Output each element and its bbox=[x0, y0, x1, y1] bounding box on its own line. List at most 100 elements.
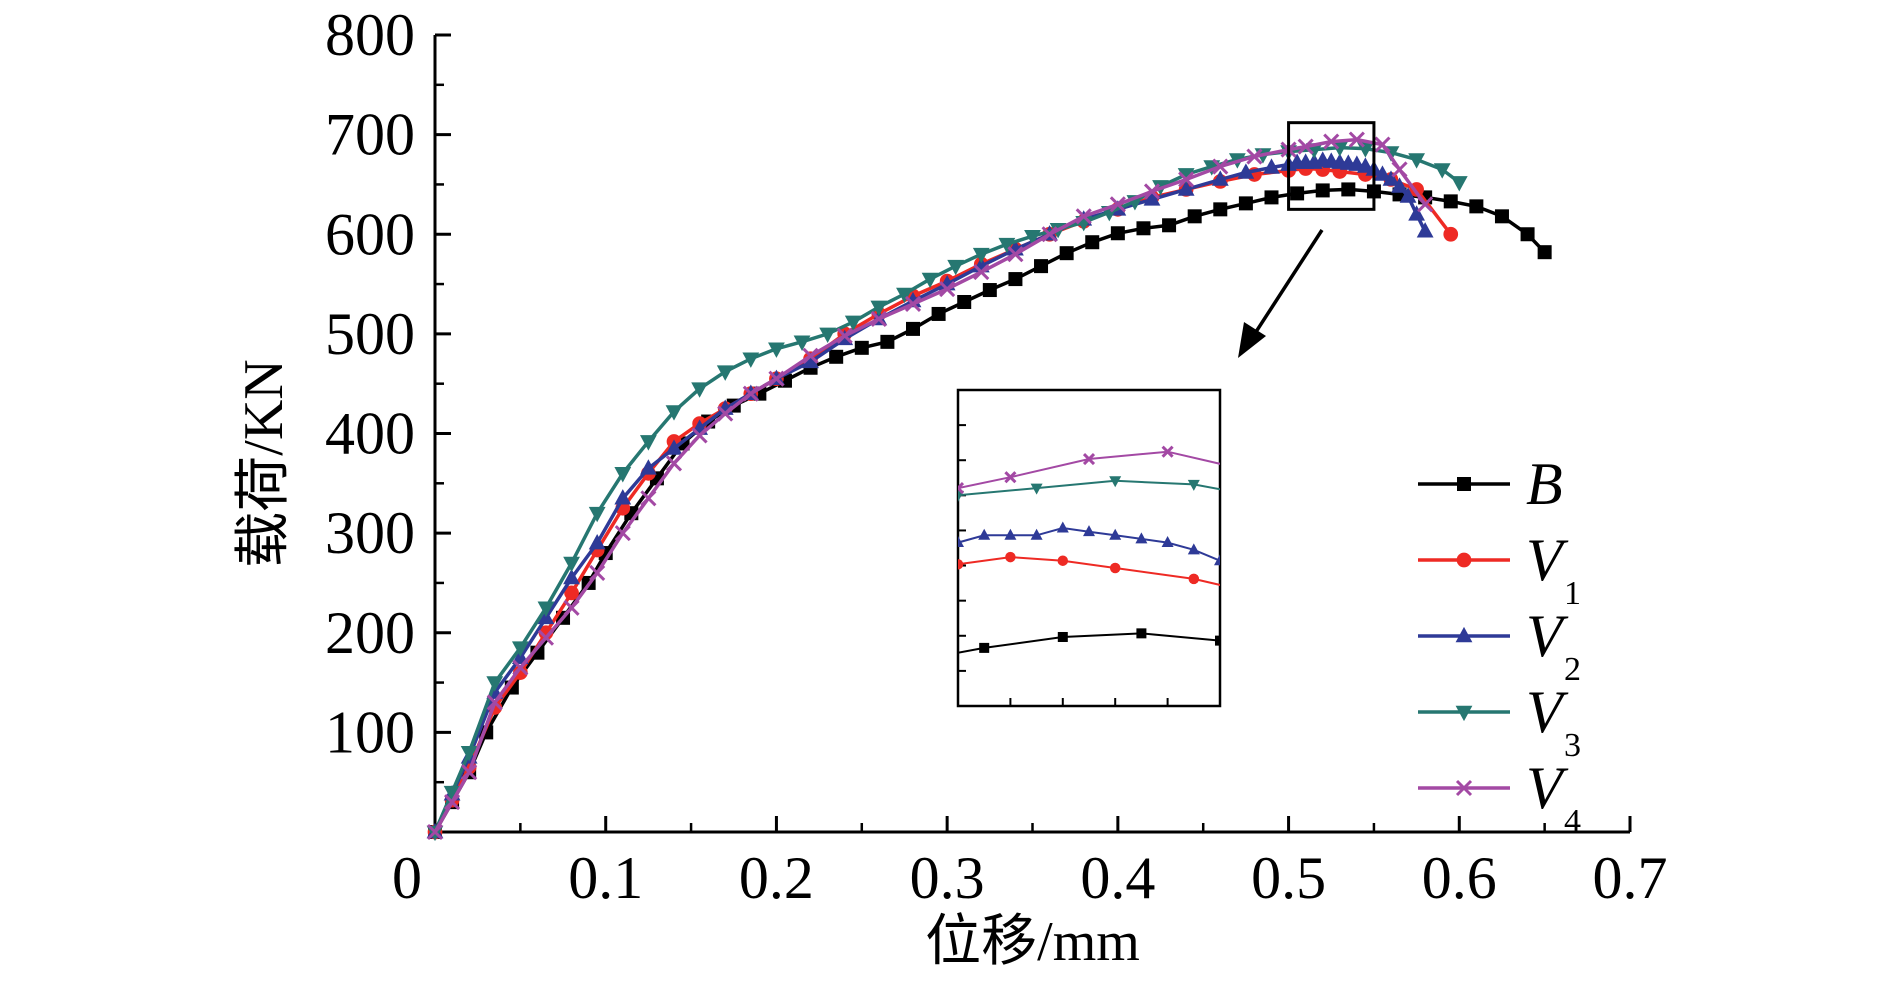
data-point bbox=[1162, 218, 1177, 233]
data-point bbox=[1211, 170, 1229, 186]
data-point bbox=[1057, 555, 1069, 566]
data-point bbox=[1177, 180, 1195, 196]
data-point bbox=[1188, 573, 1200, 585]
data-point bbox=[1263, 158, 1280, 174]
data-point bbox=[486, 694, 503, 711]
x-tick-label: 0.7 bbox=[1593, 845, 1668, 911]
data-point bbox=[1399, 187, 1417, 203]
data-point bbox=[665, 405, 683, 421]
data-point bbox=[563, 556, 580, 573]
inset-series-B bbox=[958, 628, 1220, 654]
data-point bbox=[1030, 528, 1043, 540]
data-point bbox=[1455, 705, 1473, 722]
data-point bbox=[1187, 479, 1200, 491]
inset-series-V3 bbox=[958, 476, 1220, 502]
data-point bbox=[979, 642, 990, 653]
data-point bbox=[973, 264, 990, 281]
data-point bbox=[1348, 131, 1365, 148]
legend-label-sub: 2 bbox=[1564, 651, 1581, 688]
data-point bbox=[639, 459, 657, 475]
data-point bbox=[1030, 483, 1043, 495]
data-point bbox=[978, 528, 991, 540]
data-point bbox=[1109, 562, 1121, 574]
data-point bbox=[1177, 168, 1195, 184]
data-point bbox=[947, 259, 965, 276]
inset-frame bbox=[956, 388, 1222, 708]
data-point bbox=[1382, 170, 1400, 186]
series-line bbox=[433, 137, 1427, 833]
series-line bbox=[433, 187, 1546, 833]
y-tick-label: 400 bbox=[325, 401, 415, 467]
data-point bbox=[829, 349, 844, 364]
data-point bbox=[691, 382, 709, 398]
data-point bbox=[1136, 628, 1147, 639]
y-tick-label: 100 bbox=[325, 699, 415, 765]
x-tick-label: 0.2 bbox=[739, 845, 814, 911]
y-axis-title: 载荷/KN bbox=[233, 359, 295, 567]
series-V2 bbox=[426, 151, 1434, 839]
data-point bbox=[1004, 528, 1017, 540]
data-point bbox=[717, 405, 734, 422]
data-point bbox=[998, 237, 1016, 254]
data-point bbox=[1246, 148, 1263, 165]
data-point bbox=[1408, 153, 1426, 169]
inset-chart bbox=[956, 388, 1222, 708]
data-point bbox=[854, 340, 869, 355]
data-point bbox=[1178, 171, 1195, 188]
series-V4 bbox=[426, 131, 1434, 841]
y-tick-label: 500 bbox=[325, 301, 415, 367]
legend-item: V1 bbox=[1418, 527, 1581, 612]
data-point bbox=[444, 794, 461, 811]
data-point bbox=[1456, 552, 1472, 568]
y-tick-label: 600 bbox=[325, 201, 415, 267]
y-tick-label: 700 bbox=[325, 102, 415, 168]
data-point bbox=[1315, 183, 1330, 198]
data-point bbox=[904, 295, 922, 313]
data-point bbox=[1494, 209, 1509, 224]
data-point bbox=[426, 823, 444, 841]
legend-item: V3 bbox=[1418, 679, 1581, 764]
data-point bbox=[1341, 182, 1356, 197]
data-point bbox=[691, 427, 708, 444]
legend-item: V2 bbox=[1418, 603, 1581, 688]
data-point bbox=[563, 599, 580, 616]
data-point bbox=[1520, 227, 1535, 242]
arrow-shaft bbox=[1250, 229, 1324, 339]
data-point bbox=[958, 559, 964, 570]
data-point bbox=[640, 490, 657, 507]
x-tick-label: 0.5 bbox=[1251, 845, 1326, 911]
data-point bbox=[1004, 471, 1017, 484]
data-point bbox=[1433, 163, 1451, 179]
data-point bbox=[1537, 245, 1552, 260]
series-line bbox=[433, 158, 1427, 833]
y-tick-label: 300 bbox=[325, 500, 415, 566]
data-point bbox=[1024, 229, 1041, 246]
series-layer bbox=[426, 131, 1552, 842]
x-tick-label: 0.6 bbox=[1422, 845, 1497, 911]
data-point bbox=[1374, 136, 1391, 153]
data-point bbox=[665, 455, 683, 472]
x-tick-label: 0.1 bbox=[568, 845, 643, 911]
data-point bbox=[958, 482, 965, 495]
data-point bbox=[844, 315, 862, 332]
data-point bbox=[588, 533, 606, 550]
data-point bbox=[461, 764, 478, 781]
inset-series-line bbox=[958, 479, 1220, 497]
inset-series bbox=[958, 445, 1220, 654]
data-point bbox=[537, 629, 555, 646]
data-point bbox=[931, 306, 946, 321]
legend-item: B bbox=[1418, 451, 1563, 517]
data-point bbox=[1041, 226, 1058, 243]
data-point bbox=[1109, 196, 1126, 213]
data-point bbox=[460, 746, 478, 762]
x-tick-label: 0.3 bbox=[910, 845, 985, 911]
data-point bbox=[1161, 536, 1174, 548]
data-point bbox=[1416, 222, 1434, 238]
inset-series-V1 bbox=[958, 551, 1220, 586]
data-point bbox=[793, 335, 811, 351]
data-point bbox=[1391, 177, 1408, 193]
data-point bbox=[1109, 528, 1122, 540]
data-point bbox=[589, 564, 606, 582]
data-point bbox=[1212, 158, 1229, 175]
